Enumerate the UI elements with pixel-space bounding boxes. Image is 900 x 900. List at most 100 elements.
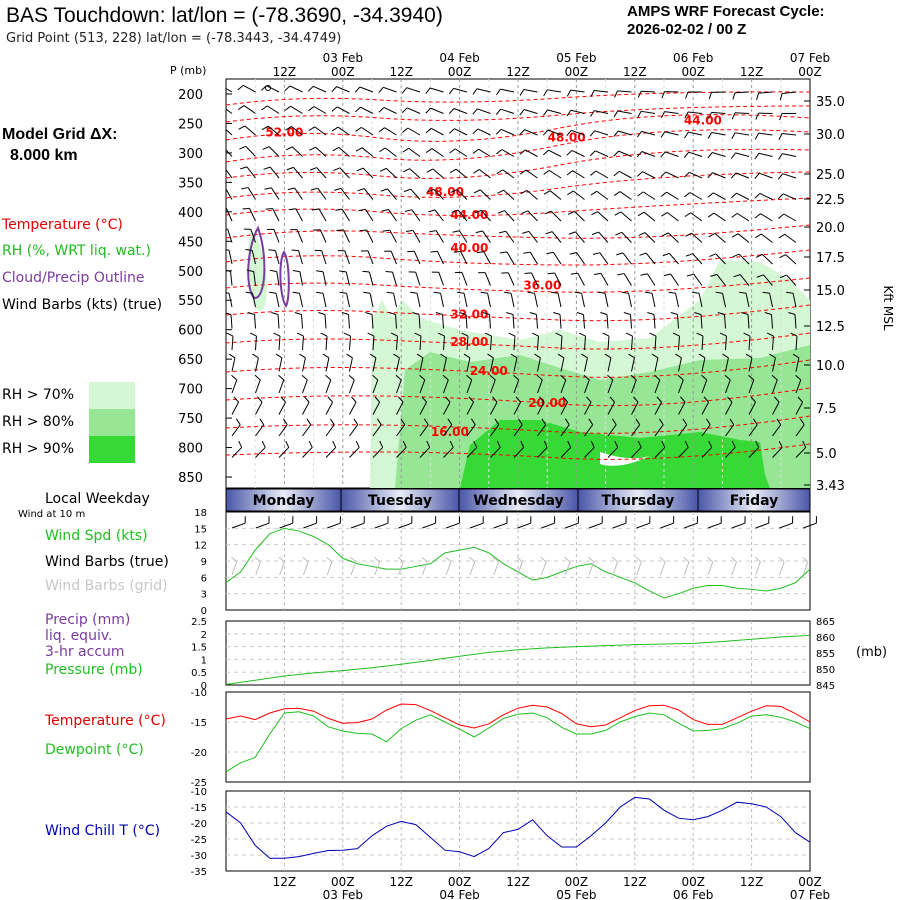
wind-barb-flag [318,312,326,316]
wind-barb-flag [336,229,344,231]
wind-barb [641,110,656,114]
height-tick-label: 20.0 [816,221,845,236]
wind-barb [504,210,515,222]
wind-barb-flag [259,418,265,425]
wind-barb-true [446,522,460,529]
wind-barb-flag [544,210,552,215]
wind-barb [621,232,632,243]
precip-label: Precip (mm) [45,612,131,628]
wind-barb [255,401,263,415]
wind-barb [466,357,471,372]
wind-barb [675,293,679,308]
wind-barb [419,401,428,415]
wind-barb-flag [357,188,365,192]
wind-barb-flag [756,92,760,100]
wind-barb [598,231,609,243]
wind-barb [314,126,327,136]
wind-barb-flag [564,418,570,425]
wind-barb [278,424,288,437]
wind-barb [242,84,256,93]
wind-barb-grid [731,561,738,576]
wind-barb [325,379,332,394]
wind-barb-flag [616,252,624,256]
wind-barb-flag [589,130,596,137]
wind-barb-flag [457,291,465,294]
wind-barb [302,379,308,394]
wind-barb [772,424,782,437]
wind-barb [584,447,595,458]
wind-barb [583,314,585,329]
isotherm-line [226,304,810,322]
wind-barb [552,251,562,265]
bottom-hour-label: 00Z [331,875,355,889]
wind-barb-flag [261,105,268,111]
wind-barb-grid-flag [445,556,452,563]
wind-barb [255,357,259,372]
wind-barb [453,108,468,114]
wind-barb [631,379,637,394]
wind-barb-grid [255,561,262,576]
wind-barb-true [565,522,579,529]
wind-barb-flag [463,353,471,359]
wind-barb-grid-flag [350,556,357,563]
wind-barb [758,91,773,94]
wind-barb-flag [380,188,388,192]
bottom-date-label: 07 Feb [790,888,830,900]
wind-barb-flag [426,168,434,173]
wind-barb [227,229,233,243]
wind-barb-flag [546,251,554,255]
wind-barb-flag [496,169,503,175]
wind-barb [678,357,682,372]
wind-barb-flag [355,147,363,152]
wind-barb-flag [215,105,221,109]
wind-barb-flag [519,129,525,136]
wind-barb-flag [529,312,537,316]
isotherm-line [226,129,810,163]
wind-barb-flag [686,273,694,277]
wind-barb [584,424,594,437]
wind-barb-flag [557,353,565,359]
wind-barb-flag [534,353,541,359]
wind-barb-true [541,522,555,529]
wind-barb-grid-flag [778,556,785,563]
wind-barb-true [350,522,365,529]
wind-barb [772,357,776,372]
wind-barb [669,253,679,265]
wind-barb-flag [510,353,518,359]
wind-barb [762,254,773,265]
legend-rh80-label: RH > 80% [2,414,75,430]
wind-barb [531,272,538,286]
wind-barb-flag [569,251,577,255]
wind-barb [670,273,679,286]
wind-barb-flag [519,169,527,175]
wind-barb [454,128,468,136]
wind-barb [748,357,753,372]
wind-barb [338,147,350,157]
wind-barb-flag [590,90,595,98]
wind-barb [252,293,256,308]
wind-barb [560,357,565,372]
wind-barb [712,172,726,179]
wind-barb [318,208,327,222]
precip-panel-ytick-label: 0 [201,681,207,692]
wind-barb-flag [442,374,449,381]
wind-barb-flag [640,273,648,276]
wind-barb-flag [543,440,548,448]
wind-barb [642,171,656,179]
wind-barb-flag [588,418,594,425]
wind-barb [231,379,238,394]
wind-barb [413,251,421,265]
wind-barb-flag [214,85,219,89]
wind-barb-flag [613,191,621,196]
wind-barb [640,90,656,93]
wind-barb [574,211,585,222]
wind-barb-flag [327,396,333,403]
wind-barb-flag [378,107,385,113]
wind-barb [760,213,773,222]
wind-barb [643,211,656,222]
wind-barb-flag [513,374,520,381]
wind-barb [243,105,256,114]
wind-barb [407,107,421,114]
wind-barb-flag [523,251,531,254]
wind-barb [337,126,350,136]
